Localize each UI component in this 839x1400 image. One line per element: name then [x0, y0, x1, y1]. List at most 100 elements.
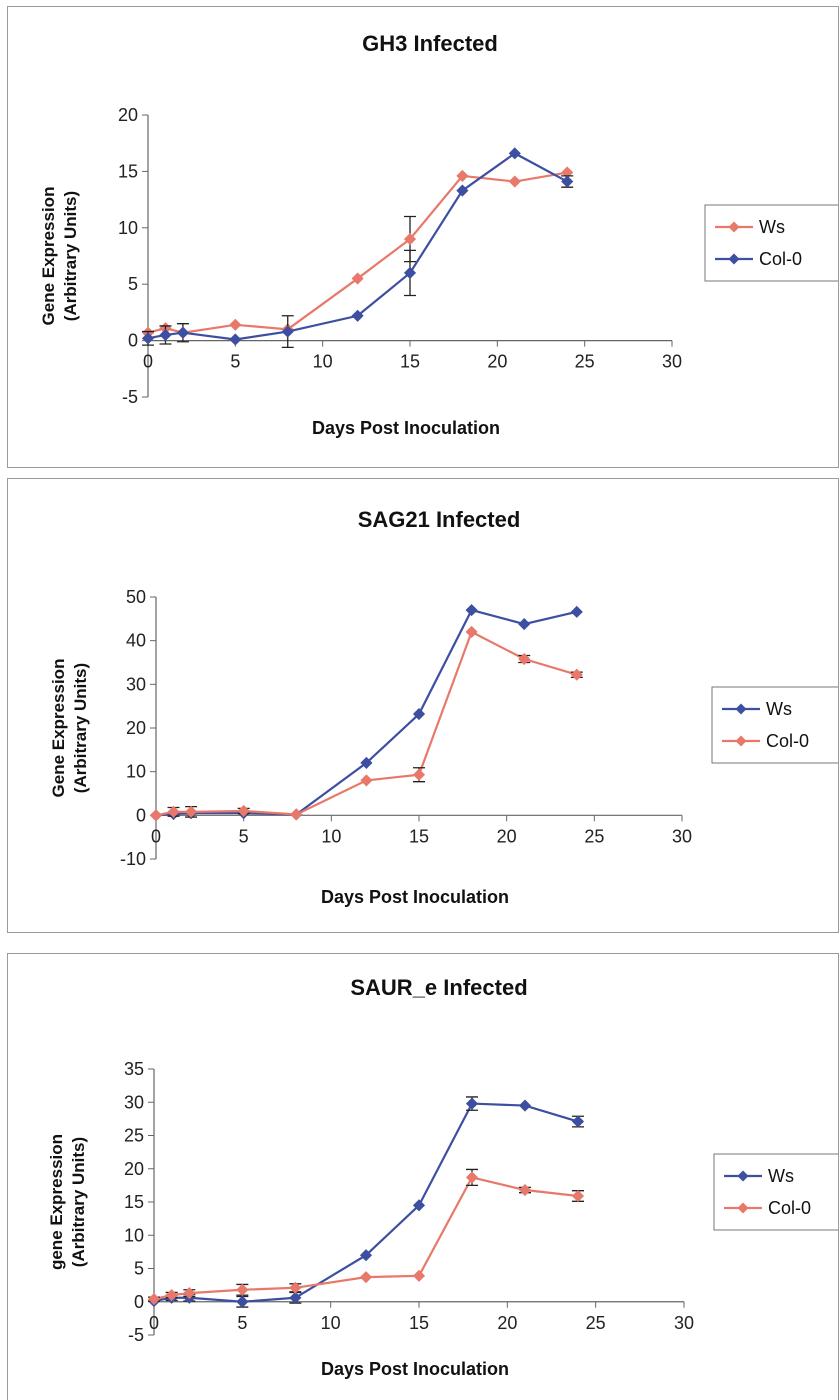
- data-point: [360, 756, 373, 769]
- x-tick-label: 15: [400, 352, 420, 372]
- chart-panel-gh3: GH3 Infected -5 0 5 10 15 20 0 5 10 15 20 25 30 Days P…: [7, 6, 839, 468]
- legend-marker: [735, 735, 747, 747]
- chart-panel-sag21: SAG21 Infected -10 0 10 20 30 40 50 0 5 10 15 20 25 30…: [7, 478, 839, 933]
- x-tick-label: 25: [586, 1313, 606, 1333]
- data-point: [360, 774, 373, 787]
- data-point: [561, 175, 574, 188]
- data-point: [508, 175, 521, 188]
- x-tick-label: 15: [409, 826, 429, 846]
- series-ws: [149, 604, 583, 822]
- x-tick-label: 25: [584, 826, 604, 846]
- series-col-0: [149, 625, 583, 822]
- x-tick-label: 0: [143, 352, 153, 372]
- x-tick-label: 0: [149, 1313, 159, 1333]
- legend-label: Col-0: [768, 1198, 811, 1218]
- y-tick-label: 15: [124, 1192, 144, 1212]
- data-point: [236, 1295, 249, 1308]
- y-tick-label: 5: [134, 1259, 144, 1279]
- data-point: [167, 805, 180, 818]
- x-axis-label: Days Post Inoculation: [321, 1359, 509, 1379]
- series-line: [147, 171, 568, 334]
- data-point: [149, 809, 163, 822]
- data-point: [465, 625, 478, 638]
- legend-marker: [728, 221, 740, 233]
- legend-marker: [735, 703, 747, 715]
- y-tick-label: 20: [118, 105, 138, 125]
- legend-label: Ws: [766, 699, 792, 719]
- data-point: [412, 1199, 426, 1212]
- data-point: [289, 1281, 302, 1294]
- x-tick-label: 30: [674, 1313, 694, 1333]
- data-point: [465, 1171, 479, 1184]
- series-line: [155, 608, 578, 817]
- data-point: [412, 707, 426, 721]
- data-point: [141, 332, 155, 345]
- x-tick-label: 5: [239, 826, 249, 846]
- chart-title: SAG21 Infected: [358, 507, 521, 532]
- y-axis-label: Gene Expression: [39, 187, 58, 326]
- data-point: [570, 605, 583, 618]
- data-point: [351, 309, 364, 322]
- data-point: [159, 328, 172, 342]
- data-point: [289, 1291, 302, 1304]
- x-tick-label: 10: [321, 1313, 341, 1333]
- y-axis-label: (Arbitrary Units): [69, 1137, 88, 1267]
- series-col-0: [141, 147, 574, 349]
- y-tick-label: 0: [134, 1292, 144, 1312]
- x-tick-label: 0: [151, 826, 161, 846]
- data-point: [165, 1289, 178, 1302]
- y-tick-label: -10: [120, 849, 146, 869]
- y-tick-label: 10: [126, 762, 146, 782]
- legend-box: [711, 686, 838, 764]
- data-point: [237, 804, 250, 818]
- x-tick-label: 5: [237, 1313, 247, 1333]
- y-axis-label: gene Expression: [47, 1134, 66, 1270]
- data-point: [351, 272, 364, 285]
- x-tick-label: 5: [230, 352, 240, 372]
- data-point: [359, 1249, 373, 1262]
- y-tick-label: -5: [128, 1325, 144, 1345]
- y-tick-label: 30: [126, 674, 146, 694]
- data-point: [508, 147, 521, 160]
- data-point: [518, 618, 531, 631]
- chart-title: GH3 Infected: [362, 31, 498, 56]
- x-tick-label: 30: [662, 352, 682, 372]
- x-tick-label: 30: [672, 826, 692, 846]
- series-line: [153, 1102, 579, 1303]
- data-point: [412, 1269, 426, 1282]
- series-line: [155, 630, 578, 817]
- y-tick-label: 50: [126, 587, 146, 607]
- data-point: [571, 1115, 585, 1128]
- chart-panel-saur-e: SAUR_e Infected -5 0 5 10 15 20 25 30 35 0 5 10 15 20 2…: [7, 953, 839, 1400]
- legend-marker: [737, 1202, 749, 1214]
- legend-label: Col-0: [759, 249, 802, 269]
- x-tick-label: 25: [575, 352, 595, 372]
- y-tick-label: 20: [126, 718, 146, 738]
- data-point: [518, 652, 531, 666]
- legend-marker: [728, 253, 740, 265]
- y-tick-label: 5: [128, 274, 138, 294]
- y-tick-label: 40: [126, 631, 146, 651]
- data-point: [176, 326, 189, 339]
- y-tick-label: 20: [124, 1159, 144, 1179]
- data-point: [281, 325, 294, 338]
- data-point: [403, 233, 417, 246]
- data-point: [456, 169, 469, 182]
- y-tick-label: 10: [124, 1225, 144, 1245]
- legend: Ws Col-0: [704, 204, 838, 282]
- x-axis-label: Days Post Inoculation: [321, 887, 509, 907]
- series-line: [153, 1176, 579, 1301]
- x-tick-label: 20: [497, 826, 517, 846]
- legend-label: Ws: [759, 217, 785, 237]
- x-tick-label: 15: [409, 1313, 429, 1333]
- data-point: [229, 318, 242, 331]
- data-point: [290, 808, 303, 821]
- y-tick-label: -5: [122, 387, 138, 407]
- x-tick-label: 20: [497, 1313, 517, 1333]
- series-line: [147, 152, 568, 341]
- x-tick-label: 10: [321, 826, 341, 846]
- chart-title: SAUR_e Infected: [350, 975, 527, 1000]
- data-point: [229, 333, 242, 346]
